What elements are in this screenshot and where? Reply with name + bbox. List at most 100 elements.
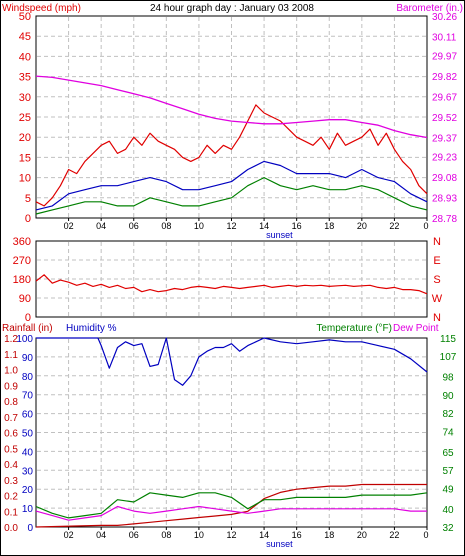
p2-right-tick-2-S: S xyxy=(433,274,440,286)
p3-rain-tick-0.1: 0.1 xyxy=(4,507,18,518)
p3-rain-tick-0.3: 0.3 xyxy=(4,476,18,487)
p1-left-tick-25: 25 xyxy=(19,112,31,124)
p3-rain-tick-0.6: 0.6 xyxy=(4,429,18,440)
p3-rain-tick-0.2: 0.2 xyxy=(4,492,18,503)
p3-humidity-tick-0: 0 xyxy=(27,523,33,534)
p2-left-tick-0: 0 xyxy=(25,312,31,324)
p3-humidity-tick-100: 100 xyxy=(16,334,33,345)
rain-humidity-temperature-panel: Rainfall (in) Humidity % Temperature (°F) D… xyxy=(2,323,457,549)
p3-rain-tick-0.8: 0.8 xyxy=(4,397,18,408)
p2-left-tick-360: 360 xyxy=(13,236,31,248)
right-axis-label: Barometer (in.) xyxy=(396,3,463,14)
p1-series-average xyxy=(35,160,428,211)
p1-right-tick-29.97: 29.97 xyxy=(432,52,457,63)
p3-humidity-tick-90: 90 xyxy=(22,353,34,364)
p3-series-temperature xyxy=(35,492,428,519)
p1-right-tick-28.93: 28.93 xyxy=(432,194,457,205)
p3-temp-tick-57: 57 xyxy=(442,466,454,477)
p1-left-tick-20: 20 xyxy=(19,132,31,144)
left-axis-label: Windspeed (mph) xyxy=(2,3,81,14)
p3-humidity-tick-20: 20 xyxy=(22,485,34,496)
p1-x-tick-02: 02 xyxy=(64,221,74,231)
p3-x-tick-22: 22 xyxy=(389,530,399,540)
p1-x-tick-0: 0 xyxy=(423,221,428,231)
p1-series-windspeed xyxy=(35,104,428,207)
wind-barometer-panel: 02 04 06 08 10 12 14 16 18 20 22 0 0 5 10 15 20 25 30 35 40 4… xyxy=(19,11,458,240)
p3-temperature-label: Temperature (°F) xyxy=(316,323,392,334)
p3-rain-tick-1.2: 1.2 xyxy=(4,334,18,345)
p1-x-tick-16: 16 xyxy=(292,221,302,231)
p2-right-tick-4-N: N xyxy=(433,236,441,248)
p2-right-tick-3-E: E xyxy=(433,255,440,267)
p3-series-dew-point xyxy=(35,505,427,521)
p2-right-tick-0-N: N xyxy=(433,312,441,324)
p3-rain-tick-0.9: 0.9 xyxy=(4,381,18,392)
p1-left-tick-10: 10 xyxy=(19,173,31,185)
p3-humidity-tick-80: 80 xyxy=(22,372,34,383)
p3-humidity-label: Humidity % xyxy=(66,323,117,334)
p3-humidity-tick-70: 70 xyxy=(22,391,34,402)
p1-sunset-label: sunset xyxy=(266,230,293,240)
p2-series-direction xyxy=(35,274,428,295)
p3-temp-tick-90: 90 xyxy=(442,391,454,402)
p3-rain-tick-0.4: 0.4 xyxy=(4,460,18,471)
p3-humidity-tick-30: 30 xyxy=(22,466,34,477)
p3-temp-tick-74: 74 xyxy=(442,427,454,438)
p3-x-tick-16: 16 xyxy=(292,530,302,540)
p1-x-tick-10: 10 xyxy=(194,221,204,231)
p3-temp-tick-49: 49 xyxy=(442,484,454,495)
p3-temp-tick-40: 40 xyxy=(442,505,454,516)
p3-rain-tick-1.1: 1.1 xyxy=(4,350,18,361)
p3-x-tick-14: 14 xyxy=(259,530,269,540)
p3-x-tick-02: 02 xyxy=(64,530,74,540)
p3-x-tick-0: 0 xyxy=(423,530,428,540)
p3-humidity-tick-10: 10 xyxy=(22,504,34,515)
p3-temp-tick-107: 107 xyxy=(440,352,457,363)
p1-right-tick-30.11: 30.11 xyxy=(432,32,457,43)
p3-dewpoint-label: Dew Point xyxy=(393,323,439,334)
p3-x-tick-12: 12 xyxy=(226,530,236,540)
p3-x-tick-10: 10 xyxy=(194,530,204,540)
p1-x-tick-22: 22 xyxy=(389,221,399,231)
p1-left-tick-35: 35 xyxy=(19,72,31,84)
p3-humidity-tick-60: 60 xyxy=(22,410,34,421)
p3-temp-tick-115: 115 xyxy=(440,334,456,345)
p2-left-tick-270: 270 xyxy=(13,255,31,267)
p2-left-tick-90: 90 xyxy=(19,293,31,305)
p3-rain-tick-0.5: 0.5 xyxy=(4,444,18,455)
p1-x-tick-06: 06 xyxy=(129,221,139,231)
p1-left-tick-40: 40 xyxy=(19,51,31,63)
p1-right-tick-29.37: 29.37 xyxy=(432,133,457,144)
p3-sunset-label: sunset xyxy=(266,539,293,549)
p3-series-humidity xyxy=(36,337,428,386)
p3-rainfall-label: Rainfall (in) xyxy=(2,323,53,334)
p1-left-tick-0: 0 xyxy=(25,213,31,225)
p3-temp-tick-32: 32 xyxy=(442,523,454,534)
p2-left-tick-180: 180 xyxy=(13,274,31,286)
p3-x-tick-18: 18 xyxy=(324,530,334,540)
p1-x-tick-12: 12 xyxy=(226,221,236,231)
p1-left-tick-50: 50 xyxy=(19,11,31,23)
p1-x-tick-14: 14 xyxy=(259,221,269,231)
p1-right-tick-29.23: 29.23 xyxy=(432,153,457,164)
p3-temp-tick-98: 98 xyxy=(442,373,454,384)
p1-left-tick-30: 30 xyxy=(19,92,31,104)
p1-left-tick-5: 5 xyxy=(25,193,31,205)
p1-right-tick-29.82: 29.82 xyxy=(432,72,457,83)
p3-series-rainfall xyxy=(35,483,427,528)
p3-rain-tick-1.0: 1.0 xyxy=(4,366,18,377)
graph-title: 24 hour graph day : January 03 2008 xyxy=(150,3,314,14)
p3-humidity-tick-50: 50 xyxy=(22,429,34,440)
p1-series-low xyxy=(35,177,428,215)
p3-humidity-tick-40: 40 xyxy=(22,447,34,458)
p1-right-tick-28.78: 28.78 xyxy=(432,214,457,225)
p2-right-tick-1-W: W xyxy=(432,293,443,305)
p1-x-tick-20: 20 xyxy=(357,221,367,231)
p1-right-tick-30.26: 30.26 xyxy=(432,12,457,23)
p1-x-tick-18: 18 xyxy=(324,221,334,231)
p1-left-tick-15: 15 xyxy=(19,152,31,164)
p1-left-tick-45: 45 xyxy=(19,31,31,43)
p3-temp-tick-65: 65 xyxy=(442,448,454,459)
